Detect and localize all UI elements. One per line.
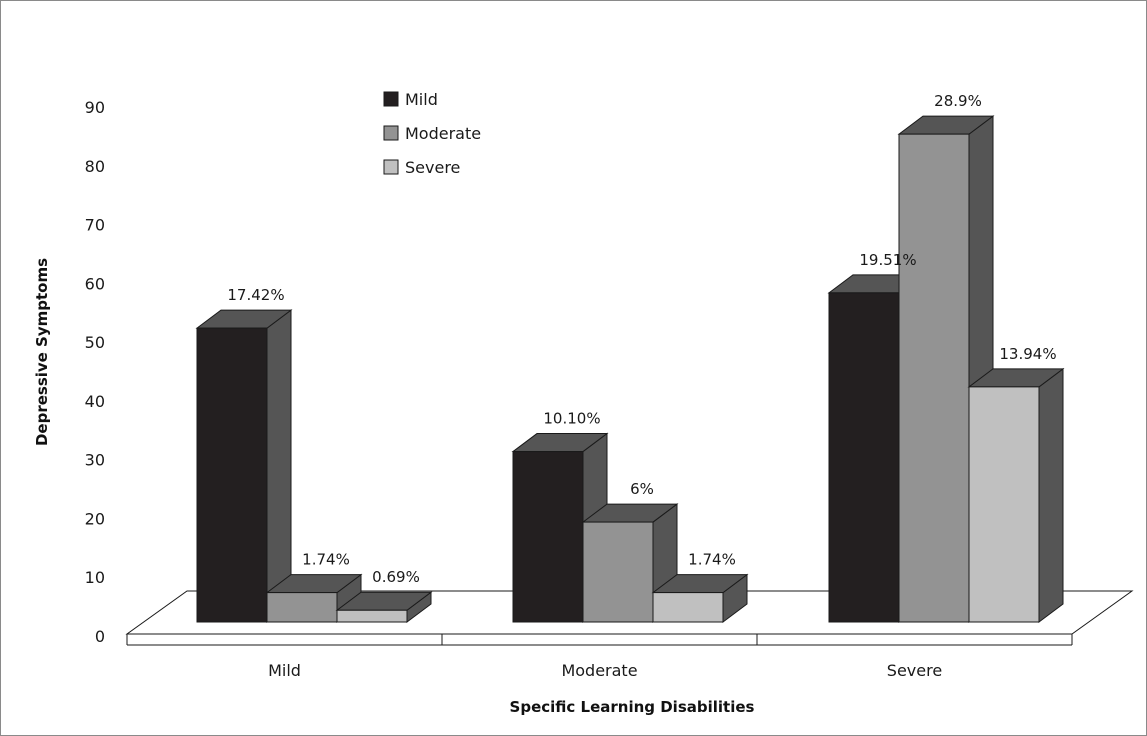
data-label-mild-mild: 17.42% bbox=[227, 286, 284, 304]
data-label-severe-severe: 13.94% bbox=[999, 345, 1056, 363]
data-label-severe-mild: 19.51% bbox=[859, 251, 916, 269]
legend-label: Severe bbox=[405, 158, 460, 177]
legend-label: Mild bbox=[405, 90, 438, 109]
data-label-moderate-moderate: 6% bbox=[630, 480, 654, 498]
y-tick-label: 50 bbox=[85, 333, 105, 352]
data-label-severe-moderate: 28.9% bbox=[934, 92, 982, 110]
bar-moderate-moderate bbox=[581, 503, 679, 623]
data-label-moderate-mild: 10.10% bbox=[543, 410, 600, 428]
bar-severe-severe bbox=[967, 367, 1065, 623]
y-tick-label: 40 bbox=[85, 392, 105, 411]
legend: Mild Moderate Severe bbox=[383, 90, 481, 177]
data-label-moderate-severe: 1.74% bbox=[688, 551, 736, 569]
data-labels: 17.42% 1.74% 0.69% 10.10% 6% 1.74% 19.51% 28.9%… bbox=[227, 92, 1056, 586]
x-axis-title: Specific Learning Disabilities bbox=[510, 698, 755, 716]
y-tick-label: 20 bbox=[85, 509, 105, 528]
y-tick-label: 30 bbox=[85, 451, 105, 470]
y-tick-label: 70 bbox=[85, 216, 105, 235]
bar-moderate-severe bbox=[651, 573, 749, 623]
y-tick-label: 60 bbox=[85, 274, 105, 293]
y-axis-title: Depressive Symptoms bbox=[33, 258, 51, 446]
y-tick-label: 10 bbox=[85, 568, 105, 587]
bar-mild-mild bbox=[195, 309, 293, 623]
legend-item-moderate: Moderate bbox=[383, 124, 481, 143]
bars bbox=[195, 115, 1065, 623]
legend-swatch bbox=[383, 125, 399, 141]
data-label-mild-severe: 0.69% bbox=[372, 568, 420, 586]
x-tick-label-moderate: Moderate bbox=[561, 661, 637, 680]
bar-mild-severe bbox=[335, 591, 433, 623]
x-tick-label-severe: Severe bbox=[887, 661, 942, 680]
x-tick-label-mild: Mild bbox=[268, 661, 301, 680]
legend-item-severe: Severe bbox=[383, 158, 460, 177]
legend-swatch bbox=[383, 91, 399, 107]
x-axis: Mild Moderate Severe bbox=[126, 634, 1073, 680]
y-axis: 0 10 20 30 40 50 60 70 80 90 bbox=[85, 98, 105, 646]
bar-mild-moderate bbox=[265, 573, 363, 623]
legend-swatch bbox=[383, 159, 399, 175]
y-tick-label: 90 bbox=[85, 98, 105, 117]
y-tick-label: 0 bbox=[95, 627, 105, 646]
legend-label: Moderate bbox=[405, 124, 481, 143]
legend-item-mild: Mild bbox=[383, 90, 438, 109]
y-tick-label: 80 bbox=[85, 157, 105, 176]
data-label-mild-moderate: 1.74% bbox=[302, 551, 350, 569]
